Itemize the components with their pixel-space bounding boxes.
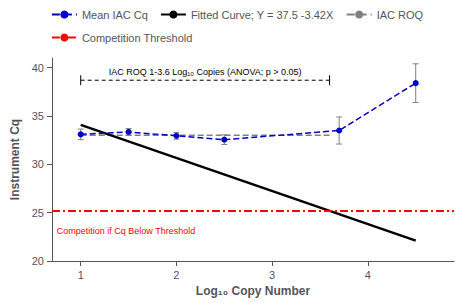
svg-text:4: 4: [365, 269, 371, 281]
svg-text:IAC ROQ 1-3.6 Log₁₀ Copies (AN: IAC ROQ 1-3.6 Log₁₀ Copies (ANOVA; p > 0…: [109, 67, 302, 77]
svg-text:20: 20: [32, 255, 44, 267]
svg-text:1: 1: [78, 269, 84, 281]
svg-text:Log₁₀ Copy Number: Log₁₀ Copy Number: [196, 284, 311, 298]
svg-text:40: 40: [32, 62, 44, 74]
svg-text:Competition Threshold: Competition Threshold: [82, 32, 192, 44]
svg-text:35: 35: [32, 110, 44, 122]
svg-text:30: 30: [32, 158, 44, 170]
svg-text:Mean IAC Cq: Mean IAC Cq: [82, 9, 148, 21]
svg-text:3: 3: [269, 269, 275, 281]
svg-text:Fitted Curve; Y = 37.5 -3.42X: Fitted Curve; Y = 37.5 -3.42X: [191, 9, 334, 21]
svg-text:Instrument Cq: Instrument Cq: [8, 119, 22, 200]
svg-text:IAC ROQ: IAC ROQ: [377, 9, 424, 21]
svg-text:2: 2: [173, 269, 179, 281]
svg-text:Competition if Cq Below Thresh: Competition if Cq Below Threshold: [57, 226, 195, 236]
svg-text:25: 25: [32, 207, 44, 219]
